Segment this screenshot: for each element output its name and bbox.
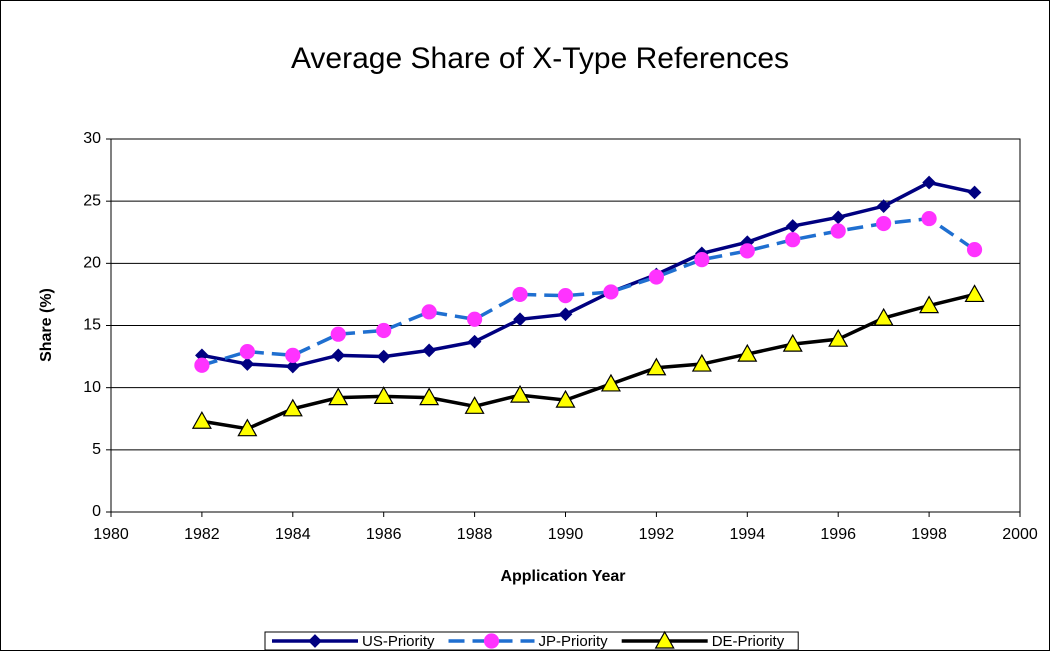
marker [308,634,322,648]
legend: US-Priority JP-Priority DE-Priority [264,630,799,651]
marker [603,284,619,300]
x-tick-label: 1980 [93,526,129,543]
marker [483,633,500,649]
marker [967,185,982,200]
marker [648,269,665,285]
marker [513,312,527,327]
marker [512,286,528,303]
marker [966,242,983,258]
x-tick-label: 1990 [548,526,584,543]
marker [510,384,531,403]
marker [194,357,210,373]
marker [330,326,346,342]
marker [694,252,710,268]
marker [600,373,621,392]
series-line [201,180,975,369]
marker [964,284,985,303]
x-tick-label: 1984 [275,526,311,543]
marker [373,386,394,404]
marker [191,411,212,429]
marker [240,357,255,371]
x-tick-label: 1996 [820,526,856,543]
y-tick-label: 15 [83,317,101,334]
x-tick-label: 1986 [366,526,402,543]
series-line [201,292,975,431]
marker [285,347,301,363]
series-line [201,216,976,367]
marker [828,328,849,347]
marker [921,210,937,227]
marker [782,333,803,352]
marker [739,243,755,259]
x-axis-label: Application Year [500,568,625,585]
marker [467,311,483,327]
y-tick-label: 30 [83,130,101,147]
x-tick-label: 1992 [639,526,675,543]
chart-title: Average Share of X-Type References [291,42,789,75]
marker [421,304,437,320]
marker [555,389,576,408]
plot-area [110,138,1021,513]
marker [422,343,436,358]
marker [646,357,667,376]
x-tick-label: 1982 [184,526,220,543]
marker [239,344,255,360]
marker [464,396,485,414]
marker [419,387,440,406]
y-tick-label: 25 [83,192,101,209]
marker [376,322,392,339]
marker [282,398,303,417]
y-tick-label: 20 [83,255,101,272]
marker [376,349,391,364]
marker [328,387,349,406]
y-tick-label: 0 [92,503,101,520]
marker [285,359,300,374]
marker [830,223,846,239]
marker [785,219,800,233]
marker [876,199,891,213]
marker [785,232,801,248]
marker [557,288,574,304]
marker [737,343,758,362]
legend-label: JP-Priority [539,633,609,650]
marker [331,348,346,363]
marker [691,353,712,372]
y-tick-label: 5 [92,441,101,458]
x-tick-label: 1998 [911,526,947,543]
y-axis-label: Share (%) [38,288,55,362]
marker [467,334,482,349]
legend-label: US-Priority [362,633,435,650]
legend-label: DE-Priority [712,633,785,650]
marker [558,307,573,322]
marker [654,630,675,649]
marker [873,307,894,326]
marker [876,215,892,232]
marker [919,295,940,314]
x-tick-label: 1988 [457,526,493,543]
y-tick-label: 10 [83,379,101,396]
marker [922,175,936,190]
marker [237,418,258,437]
x-tick-label: 2000 [1002,526,1038,543]
x-tick-label: 1994 [730,526,766,543]
marker [831,210,846,225]
